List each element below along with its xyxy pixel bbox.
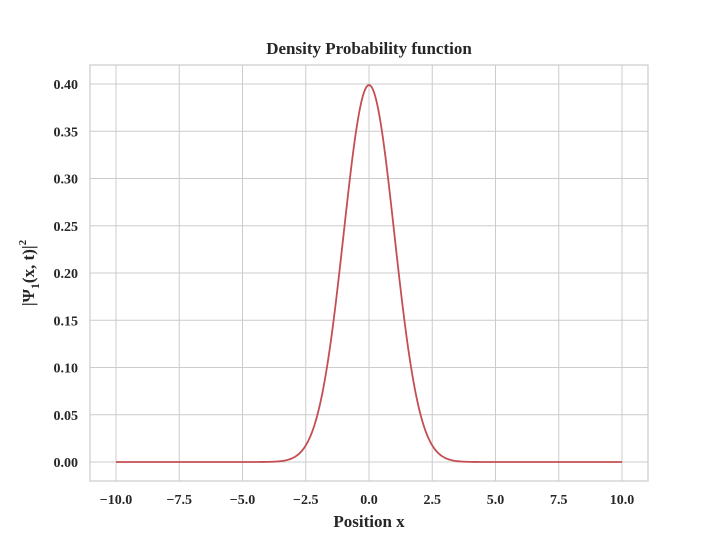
y-tick-label: 0.25 <box>54 220 79 235</box>
y-axis-label-main: |Ψ <box>19 288 38 306</box>
y-tick-labels: 0.00 0.05 0.10 0.15 0.20 0.25 0.30 0.35 0.40 <box>54 78 79 471</box>
y-axis-label-subscript: 1 <box>28 283 42 289</box>
x-axis-label: Position x <box>333 512 405 531</box>
x-tick-label: −7.5 <box>167 493 192 508</box>
x-tick-label: 7.5 <box>550 493 568 508</box>
x-tick-label: −5.0 <box>230 493 255 508</box>
y-tick-label: 0.40 <box>54 78 79 93</box>
y-tick-label: 0.35 <box>54 125 79 140</box>
x-tick-label: 5.0 <box>487 493 505 508</box>
x-tick-label: 0.0 <box>360 493 378 508</box>
grid-lines <box>90 65 648 481</box>
x-tick-label: 10.0 <box>610 493 635 508</box>
y-axis-label: |Ψ1(x, t)|2 <box>17 239 42 306</box>
y-tick-label: 0.20 <box>54 267 79 282</box>
series-line-density <box>116 84 622 463</box>
y-axis-label-superscript: 2 <box>17 239 29 245</box>
plot-frame <box>89 64 649 482</box>
x-tick-labels: −10.0 −7.5 −5.0 −2.5 0.0 2.5 5.0 7.5 10.0 <box>100 493 634 508</box>
series-layer <box>116 84 622 463</box>
y-tick-label: 0.00 <box>54 456 79 471</box>
y-tick-label: 0.15 <box>54 314 79 329</box>
x-tick-label: −2.5 <box>293 493 318 508</box>
y-tick-label: 0.05 <box>54 409 79 424</box>
x-tick-label: 2.5 <box>424 493 442 508</box>
x-tick-label: −10.0 <box>100 493 132 508</box>
chart-title: Density Probability function <box>266 39 472 58</box>
y-tick-label: 0.10 <box>54 362 79 377</box>
y-tick-label: 0.30 <box>54 173 79 188</box>
y-axis-label-tail: (x, t)| <box>19 245 38 283</box>
